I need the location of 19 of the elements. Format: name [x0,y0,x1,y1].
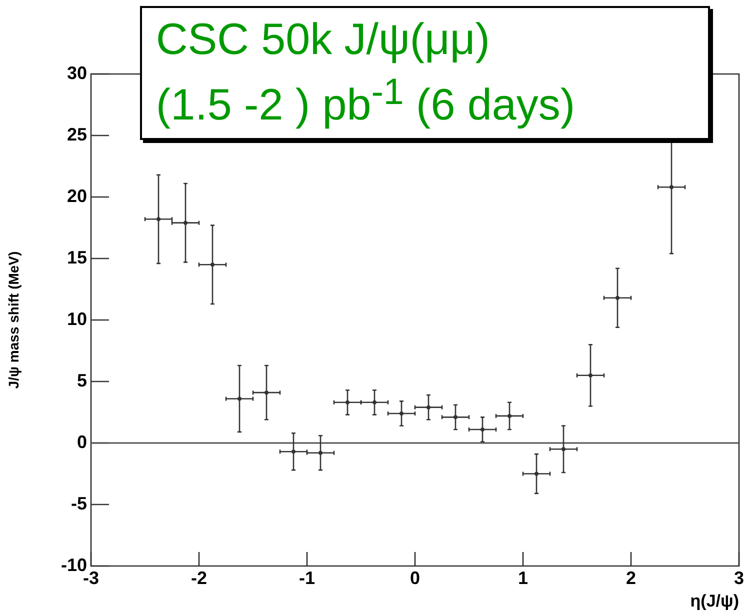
y-axis-title: J/ψ mass shift (MeV) [5,251,22,389]
y-tick-label: 20 [66,186,87,206]
x-tick-label: 3 [734,568,744,588]
y-tick-label: 5 [76,370,87,390]
y-tick-label: 0 [76,432,87,452]
x-tick-label: -1 [298,568,316,588]
x-tick-label: 2 [626,568,636,588]
y-tick-label: 15 [66,247,87,268]
y-tick-label: 30 [66,62,87,83]
y-tick-label: -10 [60,554,87,575]
annotation: (1.5 -2 ) pb$^{-1}$ (6 days) [156,70,576,132]
y-tick-label: 10 [66,308,87,329]
x-axis-title: η(J/ψ) [690,591,739,610]
x-tick-label: -2 [190,568,208,588]
x-tick-label: 0 [410,568,420,588]
text-box: CSC 50k J/ψ(μμ) (1.5 -2 ) pb$^{-1}$ (6 days) [140,6,710,140]
x-tick-label: 1 [518,568,528,588]
y-tick-label: 25 [66,124,87,144]
y-tick-label: -5 [70,493,87,514]
